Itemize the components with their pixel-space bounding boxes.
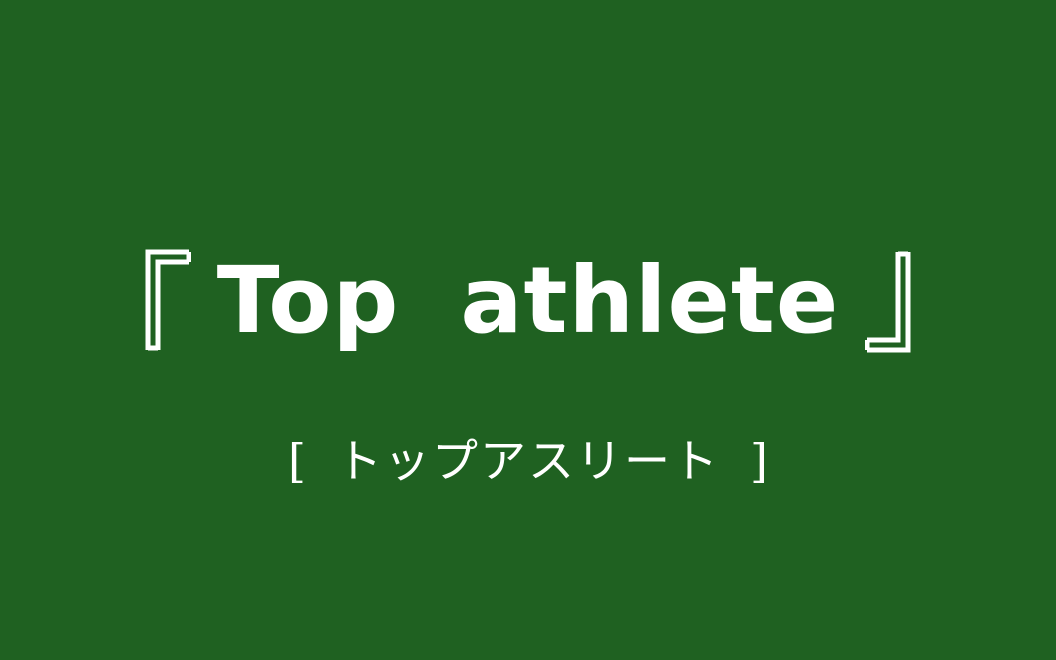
subtitle-close-bracket: ] bbox=[750, 434, 768, 488]
open-corner-bracket-icon bbox=[145, 249, 191, 353]
main-title: Top athlete bbox=[0, 246, 1056, 356]
subtitle-open-bracket: [ bbox=[288, 434, 306, 488]
subtitle-text: トップアスリート bbox=[336, 434, 720, 488]
title-text: Top athlete bbox=[216, 247, 840, 354]
close-corner-bracket-icon bbox=[865, 249, 911, 353]
subtitle: [ トップアスリート ] bbox=[0, 436, 1056, 486]
